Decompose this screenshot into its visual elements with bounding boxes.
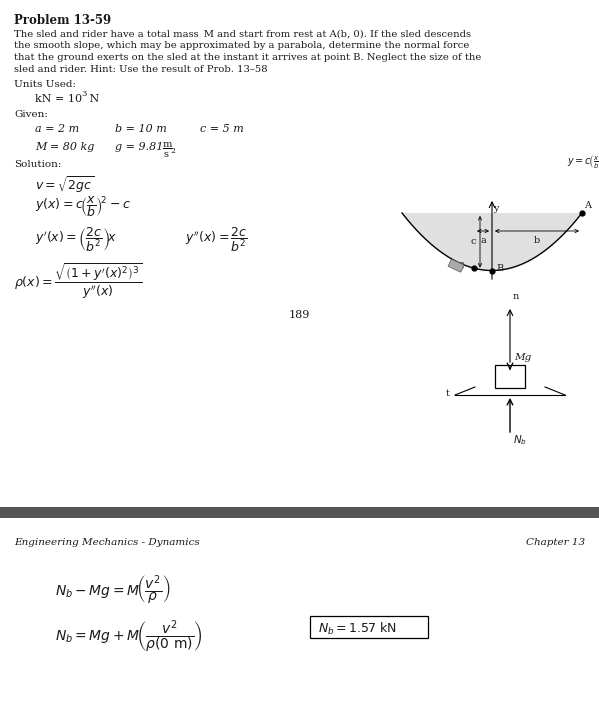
Text: $y(x) = c\!\left(\dfrac{x}{b}\right)^{\!2} - c$: $y(x) = c\!\left(\dfrac{x}{b}\right)^{\!…: [35, 194, 131, 219]
Text: $N_b = 1.57\ \mathrm{kN}$: $N_b = 1.57\ \mathrm{kN}$: [318, 621, 397, 637]
Text: Units Used:: Units Used:: [14, 80, 76, 89]
Text: B: B: [496, 264, 503, 273]
Text: a = 2 m: a = 2 m: [35, 124, 79, 134]
Text: The sled and rider have a total mass  M and start from rest at A(b, 0). If the s: The sled and rider have a total mass M a…: [14, 30, 471, 39]
Text: A: A: [584, 201, 591, 210]
Text: $y'(x) = \left(\dfrac{2c}{b^2}\right)\!x$: $y'(x) = \left(\dfrac{2c}{b^2}\right)\!x…: [35, 226, 117, 254]
Bar: [495, 365, 525, 388]
Text: Chapter 13: Chapter 13: [526, 538, 585, 547]
Bar: [0, 507, 599, 518]
Text: Mg: Mg: [514, 353, 531, 362]
Text: $y = c\!\left(\frac{x}{b}\right)^{\!2}\!\!-c$: $y = c\!\left(\frac{x}{b}\right)^{\!2}\!…: [567, 153, 599, 171]
Text: n: n: [513, 292, 519, 301]
Text: 3: 3: [81, 90, 86, 98]
Text: Given:: Given:: [14, 110, 48, 119]
Text: kN = 10: kN = 10: [35, 94, 82, 104]
Text: b: b: [534, 236, 540, 245]
Text: M = 80 kg: M = 80 kg: [35, 142, 95, 152]
Text: c = 5 m: c = 5 m: [200, 124, 244, 134]
Text: c: c: [470, 237, 476, 246]
Text: 189: 189: [288, 310, 310, 320]
Polygon shape: [402, 213, 582, 270]
Text: $N_b - Mg = M\!\left(\dfrac{v^2}{\rho}\right)$: $N_b - Mg = M\!\left(\dfrac{v^2}{\rho}\r…: [55, 573, 170, 607]
Text: s: s: [163, 150, 168, 159]
Text: b = 10 m: b = 10 m: [115, 124, 167, 134]
Text: Solution:: Solution:: [14, 160, 61, 169]
Text: $\rho(x) = \dfrac{\sqrt{\left(1 + y'(x)^2\right)^3}}{y''(x)}$: $\rho(x) = \dfrac{\sqrt{\left(1 + y'(x)^…: [14, 262, 142, 301]
Text: a: a: [480, 236, 486, 245]
Text: t: t: [446, 388, 450, 397]
Text: sled and rider. Hint: Use the result of Prob. 13–58: sled and rider. Hint: Use the result of …: [14, 65, 268, 73]
Text: $N_b$: $N_b$: [513, 433, 527, 447]
Text: y: y: [493, 204, 498, 213]
Text: that the ground exerts on the sled at the instant it arrives at point B. Neglect: that the ground exerts on the sled at th…: [14, 53, 482, 62]
Text: $N_b = Mg + M\!\left(\dfrac{v^2}{\rho(0\ \mathrm{m})}\right)$: $N_b = Mg + M\!\left(\dfrac{v^2}{\rho(0\…: [55, 618, 203, 655]
Text: N: N: [86, 94, 99, 104]
Text: $v = \sqrt{2gc}$: $v = \sqrt{2gc}$: [35, 174, 94, 195]
Text: g = 9.81: g = 9.81: [115, 142, 164, 152]
Text: the smooth slope, which may be approximated by a parabola, determine the normal : the smooth slope, which may be approxima…: [14, 41, 470, 50]
Text: m: m: [163, 140, 173, 149]
Text: Engineering Mechanics - Dynamics: Engineering Mechanics - Dynamics: [14, 538, 199, 547]
Bar: [310, 616, 428, 638]
Bar: [448, 259, 464, 272]
Text: C: C: [456, 262, 464, 271]
Text: $y''(x) = \dfrac{2c}{b^2}$: $y''(x) = \dfrac{2c}{b^2}$: [185, 226, 248, 254]
Text: 2: 2: [170, 147, 175, 155]
Text: Problem 13-59: Problem 13-59: [14, 14, 111, 27]
